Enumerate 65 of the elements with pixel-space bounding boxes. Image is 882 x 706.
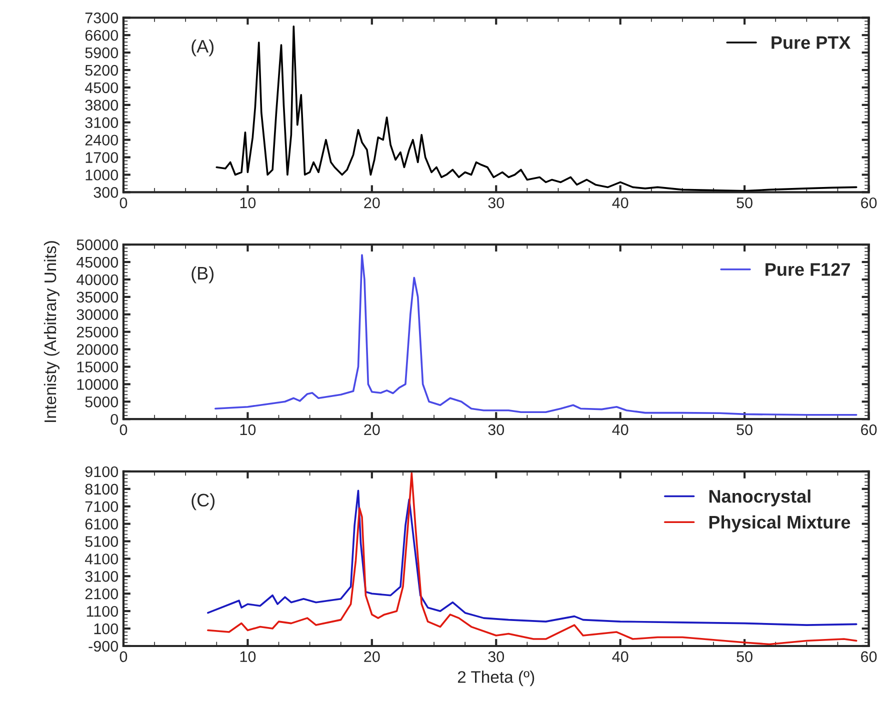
annotation: (B): [192, 266, 214, 284]
y-tick-label: 5200: [85, 64, 118, 76]
y-tick-label: 4500: [84, 82, 118, 94]
y-tick-label: 3800: [85, 100, 118, 111]
y-tick-label: 40000: [76, 274, 118, 286]
x-tick-label: 20: [364, 197, 380, 208]
y-tick-label: 7300: [85, 12, 118, 24]
x-tick-label: 40: [612, 424, 628, 436]
x-tick-label: 10: [240, 197, 256, 208]
line-series: [216, 25, 858, 192]
y-tick-label: 0: [110, 414, 118, 425]
y-tick-label: 10000: [77, 379, 118, 390]
x-tick-label: 0: [120, 651, 128, 662]
y-tick-label: 15000: [77, 362, 118, 372]
y-tick-label: 30000: [76, 309, 118, 320]
legend-label: Pure F127: [766, 263, 850, 276]
y-tick-label: 9100: [85, 466, 118, 478]
x-tick-label: 20: [364, 424, 380, 436]
x-tick-label: 30: [488, 424, 504, 436]
y-tick-label: 300: [94, 187, 118, 198]
y-tick-label: 1000: [86, 170, 118, 180]
annotation: (A): [192, 39, 214, 56]
y-tick-label: 7100: [85, 501, 118, 512]
y-tick-label: 45000: [76, 256, 118, 268]
x-tick-label: 0: [120, 424, 128, 436]
y-tick-label: 6600: [85, 30, 118, 41]
y-tick-label: -900: [88, 640, 118, 652]
y-tick-label: 8100: [85, 484, 118, 495]
y-tick-label: 2400: [85, 134, 118, 146]
x-tick-label: 0: [120, 197, 128, 208]
x-tick-label: 40: [612, 197, 628, 208]
y-axis-title: Intenisty (Arbitrary Units): [44, 241, 60, 422]
x-tick-label: 60: [861, 424, 877, 436]
x-tick-label: 40: [612, 651, 628, 662]
x-tick-label: 30: [488, 651, 504, 662]
x-tick-label: 50: [736, 424, 752, 436]
x-tick-label: 20: [364, 651, 380, 662]
y-tick-label: 25000: [76, 326, 118, 338]
y-tick-label: 3100: [85, 117, 118, 128]
x-axis-title: 2 Theta (º): [458, 670, 534, 686]
y-tick-label: 3100: [85, 571, 118, 582]
line-series: [214, 254, 858, 416]
x-tick-label: 50: [736, 651, 752, 662]
y-tick-label: 4100: [84, 554, 118, 564]
y-tick-label: 50000: [76, 239, 118, 250]
x-tick-label: 10: [240, 424, 256, 436]
x-tick-label: 60: [861, 197, 877, 208]
y-tick-label: 5100: [85, 536, 118, 547]
y-tick-label: 20000: [76, 344, 118, 355]
x-tick-label: 50: [736, 197, 752, 208]
x-tick-label: 30: [488, 197, 504, 208]
y-tick-label: 5900: [85, 47, 118, 58]
x-tick-label: 10: [240, 651, 256, 662]
y-tick-label: 6100: [85, 518, 118, 530]
x-tick-label: 60: [861, 651, 877, 662]
y-tick-label: 100: [94, 623, 118, 634]
y-tick-label: 35000: [76, 292, 118, 303]
legend-label: Nanocrystal: [709, 490, 810, 506]
legend-label: Physical Mixture: [709, 515, 850, 532]
y-tick-label: 1100: [86, 606, 118, 617]
annotation: (C): [192, 493, 214, 510]
y-tick-label: 2100: [85, 588, 118, 600]
y-tick-label: 1700: [86, 152, 118, 163]
legend-label: Pure PTX: [772, 36, 851, 49]
y-tick-label: 5000: [85, 396, 118, 408]
